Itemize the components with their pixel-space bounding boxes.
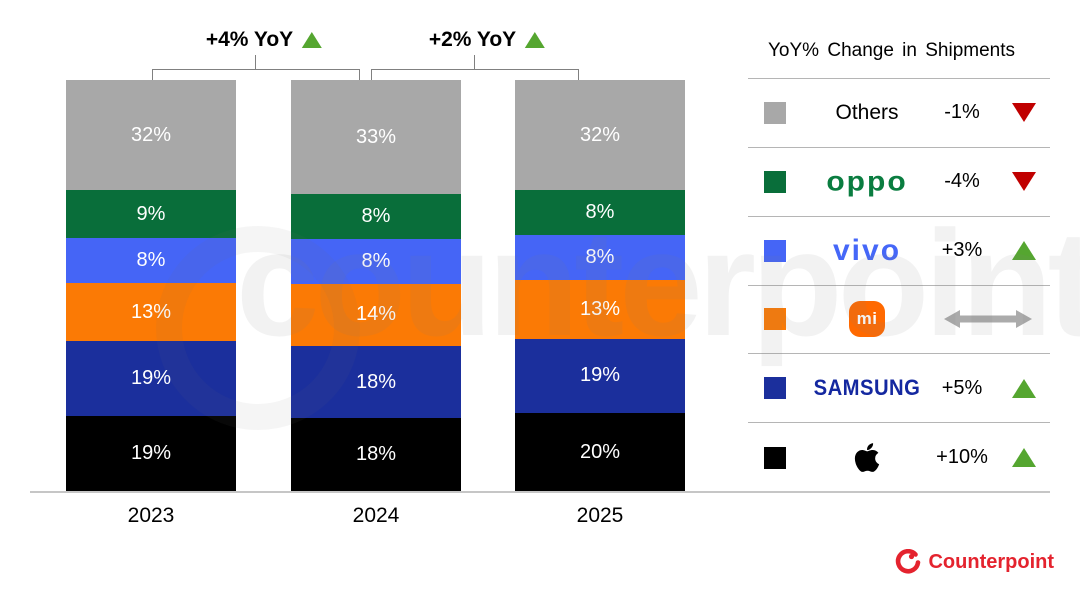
yoy-bracket-2024-2025 xyxy=(371,69,579,81)
x-tick-label: 2025 xyxy=(576,504,624,527)
apple-logo-icon xyxy=(854,443,880,473)
bar-segment-vivo: 8% xyxy=(66,237,236,283)
oppo-color-swatch xyxy=(764,170,786,193)
up-triangle-icon xyxy=(525,32,546,48)
bar-segment-xiaomi: 14% xyxy=(291,284,461,346)
oppo-logo: oppo xyxy=(826,166,908,197)
segment-value-label: 13% xyxy=(130,300,172,323)
stacked-bar-chart: 32% 9% 8% 13% 19% 19% 33% 8% 8% 14% 18% 18% 32% 8% 8% 1… xyxy=(0,80,700,492)
counterpoint-wordmark: Counterpoint xyxy=(928,551,1054,573)
apple-change-value: +10% xyxy=(936,446,988,469)
counterpoint-logo: Counterpoint xyxy=(894,549,1054,576)
segment-value-label: 33% xyxy=(355,125,397,148)
yoy-annotation-label: +2% YoY xyxy=(428,28,517,51)
bar-segment-samsung: 19% xyxy=(66,341,236,417)
segment-value-label: 14% xyxy=(355,303,397,326)
x-tick-label: 2024 xyxy=(352,504,400,527)
segment-value-label: 8% xyxy=(585,201,615,224)
bar-segment-xiaomi: 13% xyxy=(515,280,685,339)
x-axis-line xyxy=(30,491,1050,493)
segment-value-label: 9% xyxy=(136,202,166,225)
apple-color-swatch xyxy=(764,446,786,469)
oppo-change-value: -4% xyxy=(944,170,980,193)
bar-segment-oppo: 8% xyxy=(515,190,685,236)
bracket-tick xyxy=(474,55,475,69)
bar-segment-samsung: 19% xyxy=(515,338,685,414)
up-triangle-icon xyxy=(1012,241,1036,261)
segment-value-label: 18% xyxy=(355,370,397,393)
flat-double-arrow-icon xyxy=(944,310,1032,329)
down-triangle-icon xyxy=(1012,103,1036,123)
segment-value-label: 8% xyxy=(585,246,615,269)
bar-segment-oppo: 8% xyxy=(291,194,461,240)
segment-value-label: 32% xyxy=(579,123,621,146)
segment-value-label: 19% xyxy=(130,367,172,390)
samsung-logo: SAMSUNG xyxy=(813,375,921,401)
segment-value-label: 8% xyxy=(136,248,166,271)
segment-value-label: 20% xyxy=(579,440,621,463)
yoy-annotation-2: +2% YoY xyxy=(428,28,546,52)
segment-value-label: 8% xyxy=(361,205,391,228)
samsung-color-swatch xyxy=(764,377,786,400)
bar-2023: 32% 9% 8% 13% 19% 19% xyxy=(66,80,236,491)
legend-title: YoY% Change in Shipments xyxy=(768,40,1016,61)
segment-value-label: 19% xyxy=(579,364,621,387)
x-axis-labels: 2023 2024 2025 xyxy=(0,504,700,530)
bar-segment-others: 32% xyxy=(515,80,685,191)
legend-panel: Others -1% oppo -4% vivo +3% mi SAMSUNG … xyxy=(748,78,1050,492)
samsung-change-value: +5% xyxy=(941,376,983,399)
segment-value-label: 18% xyxy=(355,443,397,466)
segment-value-label: 19% xyxy=(130,442,172,465)
xiaomi-color-swatch xyxy=(764,308,786,331)
bar-segment-others: 32% xyxy=(66,80,236,191)
segment-value-label: 13% xyxy=(579,297,621,320)
vivo-color-swatch xyxy=(764,239,786,262)
bracket-tick xyxy=(255,55,256,69)
segment-value-label: 8% xyxy=(361,250,391,273)
bar-2024: 33% 8% 8% 14% 18% 18% xyxy=(291,80,461,492)
up-triangle-icon xyxy=(1012,448,1036,468)
vivo-change-value: +3% xyxy=(941,239,983,262)
bar-segment-vivo: 8% xyxy=(515,235,685,281)
bar-segment-xiaomi: 13% xyxy=(66,282,236,342)
bar-segment-samsung: 18% xyxy=(291,345,461,419)
legend-row-xiaomi: mi xyxy=(748,286,1050,355)
counterpoint-icon xyxy=(896,549,921,574)
bar-segment-others: 33% xyxy=(291,80,461,194)
segment-value-label: 32% xyxy=(130,123,172,146)
others-change-value: -1% xyxy=(944,101,980,124)
bar-2025: 32% 8% 8% 13% 19% 20% xyxy=(515,80,685,491)
yoy-annotation-label: +4% YoY xyxy=(205,28,294,51)
legend-row-oppo: oppo -4% xyxy=(748,148,1050,217)
legend-row-vivo: vivo +3% xyxy=(748,217,1050,286)
up-triangle-icon xyxy=(1012,378,1036,398)
legend-row-apple: +10% xyxy=(748,423,1050,492)
bar-segment-apple: 19% xyxy=(66,416,236,491)
xiaomi-mi-logo: mi xyxy=(849,301,885,338)
legend-row-others: Others -1% xyxy=(748,79,1050,148)
bar-segment-apple: 18% xyxy=(291,418,461,492)
x-tick-label: 2023 xyxy=(127,504,175,527)
up-triangle-icon xyxy=(302,32,323,48)
others-label: Others xyxy=(835,100,899,124)
legend-row-samsung: SAMSUNG +5% xyxy=(748,354,1050,424)
vivo-logo: vivo xyxy=(832,233,902,267)
yoy-bracket-2023-2024 xyxy=(152,69,360,81)
bar-segment-vivo: 8% xyxy=(291,239,461,285)
down-triangle-icon xyxy=(1012,172,1036,192)
bar-segment-oppo: 9% xyxy=(66,190,236,238)
yoy-annotation-1: +4% YoY xyxy=(205,28,323,52)
bar-segment-apple: 20% xyxy=(515,413,685,491)
others-color-swatch xyxy=(764,101,786,124)
